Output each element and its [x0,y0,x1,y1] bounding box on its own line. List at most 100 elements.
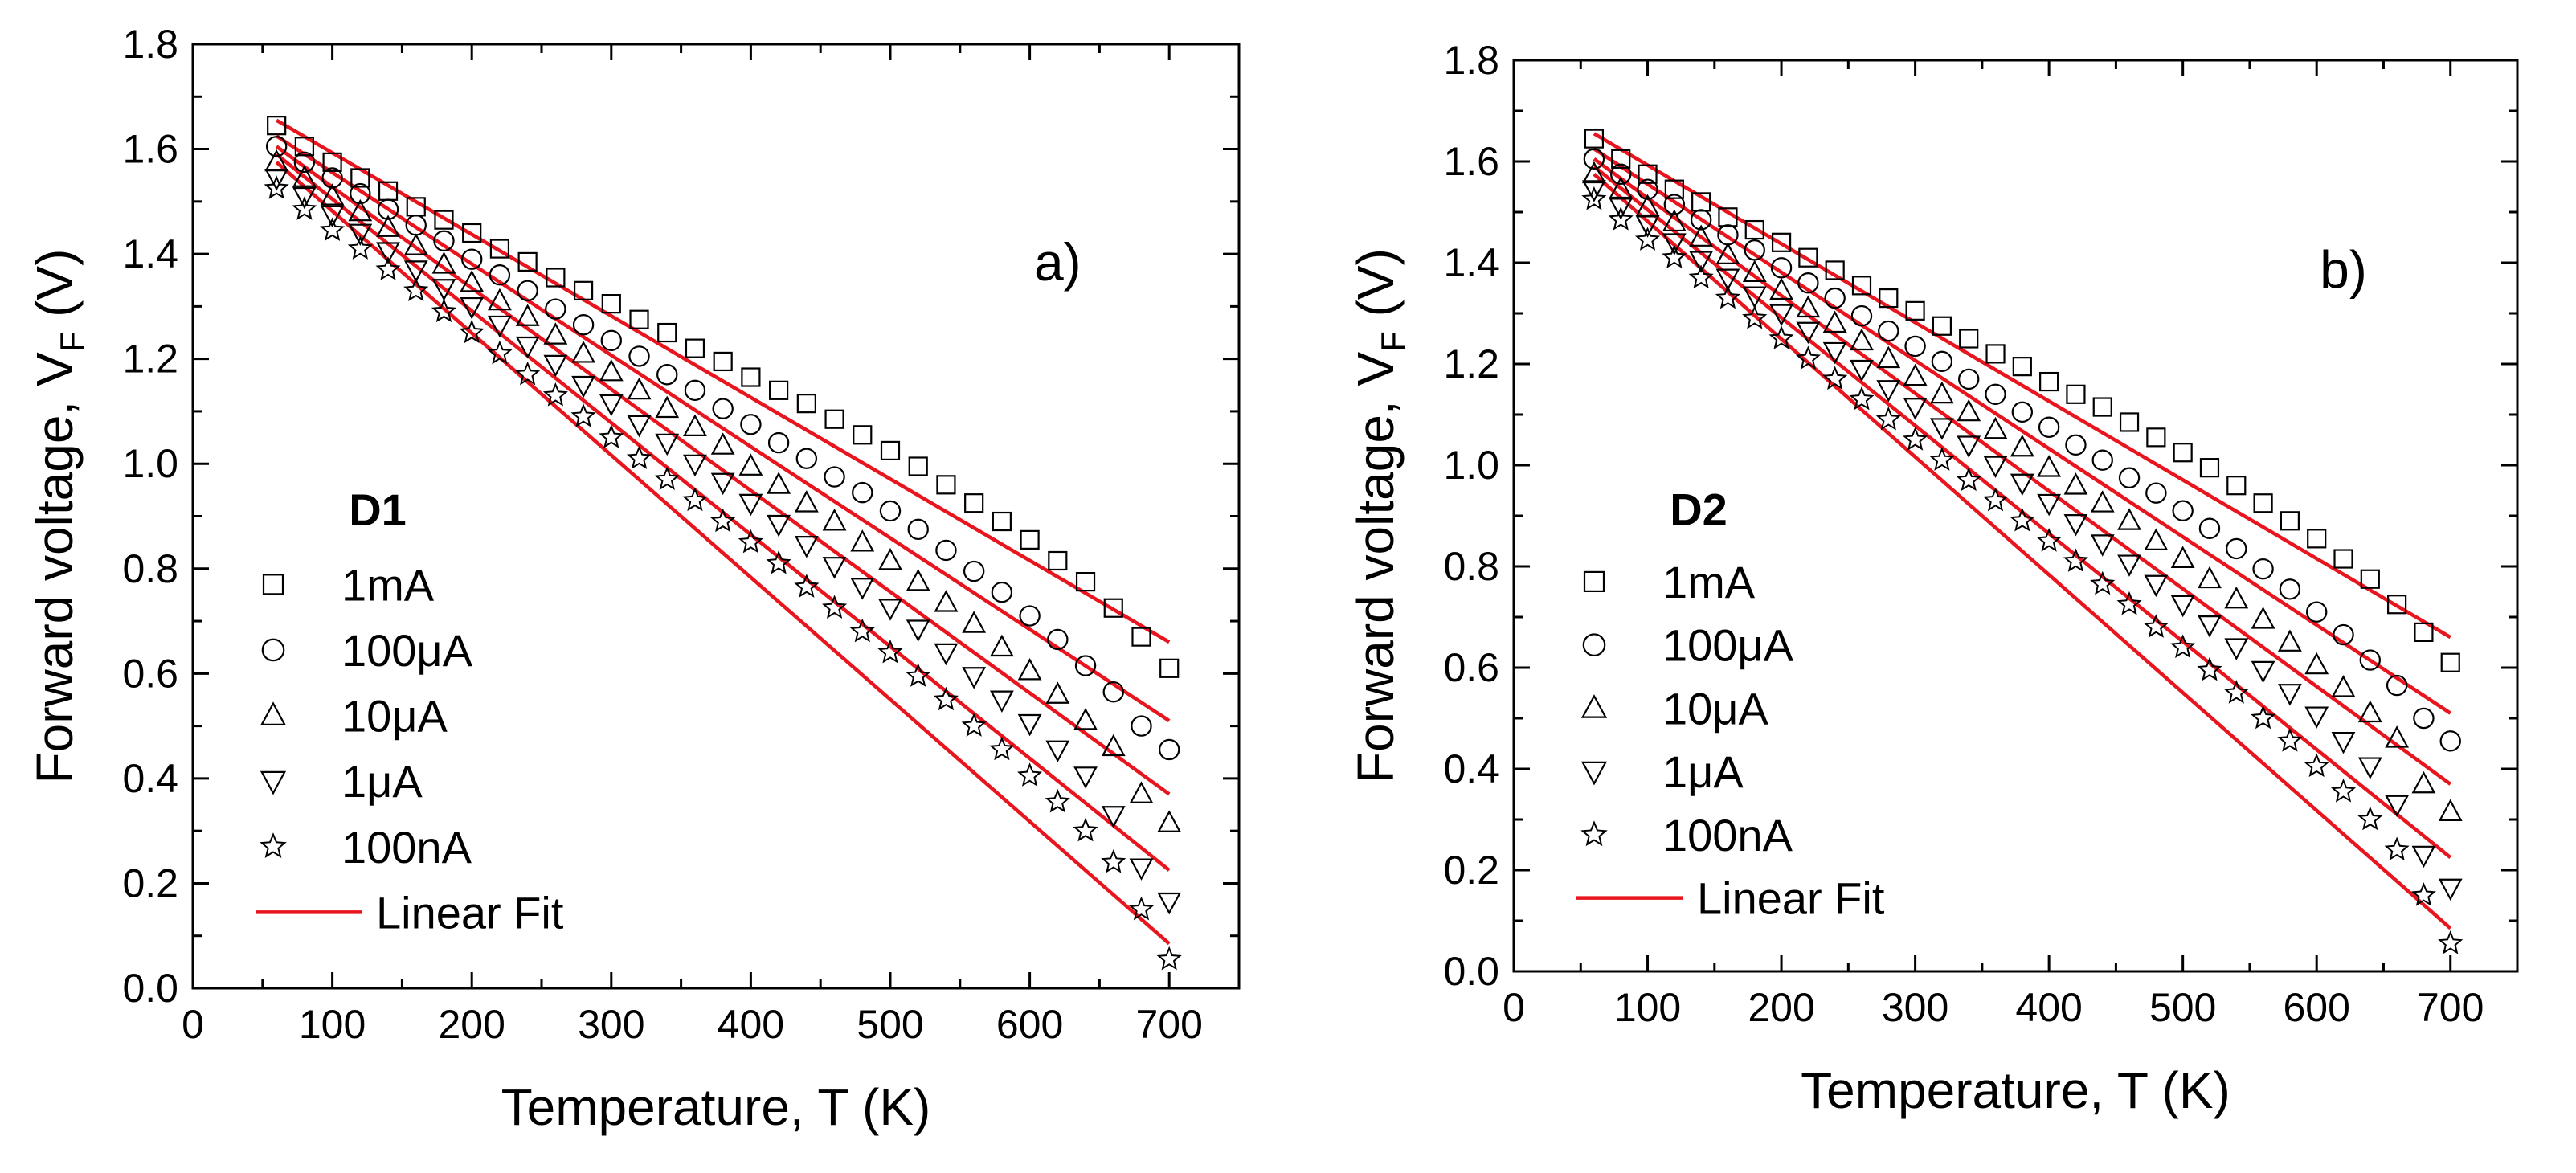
data-point [403,233,428,255]
data-point [1609,176,1634,199]
data-point [2304,652,2329,675]
data-point [2305,601,2328,623]
series-1mA [1584,129,2460,672]
data-point [1929,381,1954,404]
data-point [2385,795,2410,818]
legend-label: 100μA [1662,620,1794,671]
data-point [1158,738,1180,761]
legend-marker-circle [1582,633,1606,656]
data-point [433,230,455,251]
data-point [599,424,624,448]
data-point [1825,260,1845,280]
data-point [2010,434,2034,457]
data-point [294,137,314,157]
data-point [2387,595,2407,615]
data-point [961,713,987,737]
data-point [488,288,512,311]
data-point [265,136,288,157]
data-point [1905,300,1925,321]
data-point [2357,757,2382,779]
data-point [1663,194,1686,215]
x-axis: 0 100 200 300 400 500 600 700 [182,44,1203,1047]
data-point [795,448,818,469]
data-point [431,279,456,301]
data-point [712,398,734,419]
series-1μA [264,169,1182,915]
x-tick-label: 400 [718,1002,784,1047]
data-point [1822,366,1848,390]
data-point [2279,578,2301,600]
data-point [2330,778,2357,803]
data-point [1715,268,1740,291]
x-axis: 0 100 200 300 400 500 600 700 [1503,60,2484,1030]
data-point [655,433,680,456]
x-tick-label: 700 [2417,985,2484,1030]
data-point [2251,705,2276,730]
data-point [1638,164,1658,184]
data-point [350,182,371,205]
data-point [2277,684,2302,706]
data-point [1634,227,1661,251]
legend-marker-circle [261,638,285,662]
data-point [1903,363,1928,386]
data-point [962,667,987,689]
data-point [1744,239,1765,261]
legend-label: 1μA [1662,746,1744,797]
y-axis-title-subscript: F [1374,331,1412,352]
y-tick-label: 1.2 [1443,341,1499,386]
data-point [461,248,483,270]
data-point [1958,368,1980,390]
data-point [2359,649,2382,671]
series-100nA [264,175,1182,971]
data-point [543,322,568,345]
y-tick-label: 0.6 [1443,645,1499,690]
data-point [2090,534,2115,557]
data-point [1771,232,1792,252]
legend: D2 1mA 100μA 10μA 1μA 100nA Linear Fit [1576,484,1885,924]
data-point [822,508,847,531]
data-point [1769,304,1793,327]
data-point [1047,628,1069,651]
data-point [1156,946,1182,971]
data-point [1101,806,1126,828]
data-point [2144,574,2169,598]
data-point [2090,490,2115,513]
x-tick-label: 100 [299,1002,366,1047]
data-point [2063,514,2088,537]
data-point [1073,817,1098,842]
data-point [1742,286,1767,309]
data-point [2438,878,2463,901]
data-point [293,151,316,174]
data-point [459,319,485,344]
data-point [1875,406,1901,431]
data-point [2117,508,2141,530]
panel-label: b) [2320,240,2367,300]
data-point [853,425,873,445]
data-point [989,634,1014,657]
y-axis: 0.0 0.2 0.4 0.6 0.8 1.0 1.2 1.4 1.6 1.8 [122,22,1239,1011]
y-tick-label: 0.8 [1443,544,1499,589]
data-point [880,440,901,461]
data-point [347,235,373,260]
legend-fit-label: Linear Fit [376,887,564,938]
series-100μA [1583,148,2461,752]
data-point [2357,700,2382,723]
data-point [767,514,791,537]
data-point [1689,224,1714,247]
data-point [1957,398,1981,422]
data-point [2360,569,2380,589]
data-point [2333,623,2354,646]
data-point [599,394,624,417]
data-point [1876,380,1901,403]
y-tick-label: 0.4 [1443,746,1499,791]
y-tick-label: 0.2 [122,860,178,905]
data-point [517,251,538,272]
y-tick-label: 0.0 [1443,949,1499,994]
y-tick-label: 1.0 [122,441,178,486]
data-point [794,574,820,598]
data-point [1582,180,1606,202]
legend-marker-triangle-up [1580,694,1608,718]
legend-label: 100μA [341,625,473,676]
legend-label: 1mA [341,559,435,610]
data-point [2333,549,2353,569]
